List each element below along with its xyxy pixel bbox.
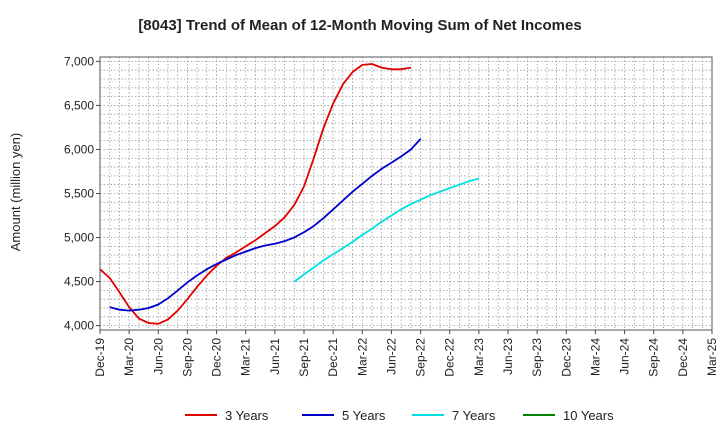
x-tick-label: Mar-23	[472, 338, 486, 376]
x-tick-label: Jun-23	[501, 338, 515, 375]
x-tick-label: Dec-20	[210, 338, 224, 377]
series-line-7-years	[293, 177, 480, 283]
x-tick-label: Mar-25	[705, 338, 719, 376]
plot-frame	[99, 56, 713, 331]
x-tick-label: Jun-22	[384, 338, 398, 375]
series-lines	[99, 63, 480, 325]
x-tick-label: Dec-22	[443, 338, 457, 377]
legend-label: 3 Years	[225, 408, 269, 423]
x-tick-label: Jun-24	[618, 338, 632, 375]
y-tick-label: 4,500	[64, 275, 94, 289]
series-line-3-years	[99, 63, 412, 325]
x-tick-label: Mar-24	[588, 338, 602, 376]
y-tick-label: 6,500	[64, 98, 94, 112]
x-tick-label: Sep-20	[180, 338, 194, 377]
grid	[100, 57, 712, 330]
y-axis-ticks: 4,000 4,500 5,000 5,500 6,000 6,500 7,000	[64, 54, 100, 333]
x-tick-label: Jun-21	[268, 338, 282, 375]
chart-title: [8043] Trend of Mean of 12-Month Moving …	[138, 17, 581, 34]
legend-label: 5 Years	[342, 408, 386, 423]
y-tick-label: 5,000	[64, 231, 94, 245]
legend: 3 Years 5 Years 7 Years 10 Years	[185, 408, 614, 423]
y-tick-label: 4,000	[64, 319, 94, 333]
x-tick-label: Dec-23	[559, 338, 573, 377]
series-line-5-years	[109, 138, 422, 312]
y-tick-label: 5,500	[64, 187, 94, 201]
x-tick-label: Mar-21	[239, 338, 253, 376]
x-tick-label: Sep-22	[414, 338, 428, 377]
x-tick-label: Sep-21	[297, 338, 311, 377]
x-tick-label: Dec-21	[326, 338, 340, 377]
x-tick-label: Mar-20	[122, 338, 136, 376]
x-tick-label: Dec-19	[93, 338, 107, 377]
y-axis-label: Amount (million yen)	[8, 133, 23, 252]
x-tick-label: Jun-20	[151, 338, 165, 375]
y-tick-label: 6,000	[64, 142, 94, 156]
x-tick-label: Sep-24	[647, 338, 661, 377]
x-tick-label: Dec-24	[676, 338, 690, 377]
x-tick-label: Mar-22	[355, 338, 369, 376]
y-tick-label: 7,000	[64, 54, 94, 68]
legend-label: 10 Years	[563, 408, 614, 423]
x-tick-label: Sep-23	[530, 338, 544, 377]
x-axis-ticks: Dec-19 Mar-20 Jun-20 Sep-20 Dec-20 Mar-21 Jun-…	[93, 330, 719, 377]
legend-label: 7 Years	[452, 408, 496, 423]
